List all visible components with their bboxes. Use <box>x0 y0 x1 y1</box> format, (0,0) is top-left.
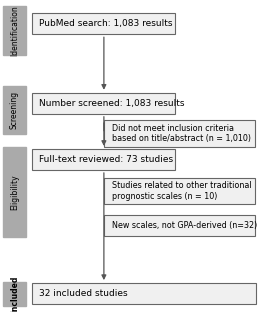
FancyBboxPatch shape <box>32 13 175 34</box>
FancyBboxPatch shape <box>3 147 26 237</box>
Text: Identification: Identification <box>10 5 19 56</box>
Text: Screening: Screening <box>10 91 19 129</box>
FancyBboxPatch shape <box>104 178 255 204</box>
Text: Studies related to other traditional
prognostic scales (n = 10): Studies related to other traditional pro… <box>112 181 251 201</box>
Text: PubMed search: 1,083 results: PubMed search: 1,083 results <box>39 19 173 28</box>
FancyBboxPatch shape <box>104 215 255 236</box>
FancyBboxPatch shape <box>32 149 175 170</box>
Text: Full-text reviewed: 73 studies: Full-text reviewed: 73 studies <box>39 155 174 164</box>
FancyBboxPatch shape <box>3 282 26 306</box>
FancyBboxPatch shape <box>104 120 255 147</box>
Text: 32 included studies: 32 included studies <box>39 289 128 298</box>
FancyBboxPatch shape <box>3 6 26 55</box>
Text: Eligibility: Eligibility <box>10 174 19 210</box>
FancyBboxPatch shape <box>32 93 175 114</box>
FancyBboxPatch shape <box>3 86 26 134</box>
FancyBboxPatch shape <box>32 283 256 304</box>
Text: Number screened: 1,083 results: Number screened: 1,083 results <box>39 99 185 108</box>
Text: Did not meet inclusion criteria
based on title/abstract (n = 1,010): Did not meet inclusion criteria based on… <box>112 124 251 143</box>
Text: New scales, not GPA-derived (n=32): New scales, not GPA-derived (n=32) <box>112 221 257 230</box>
Text: Included: Included <box>10 275 19 312</box>
